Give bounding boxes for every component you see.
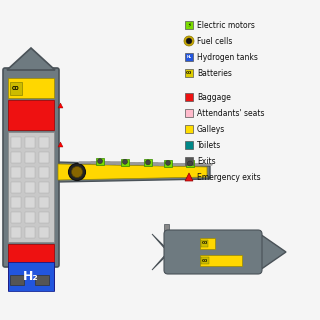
Bar [185,125,193,133]
Polygon shape [58,142,63,147]
Polygon shape [152,254,166,270]
Text: Batteries: Batteries [197,68,232,77]
Bar [201,240,208,247]
Bar [11,197,21,208]
Bar [200,255,242,266]
Bar [25,197,35,208]
Bar [164,160,172,167]
Text: Fuel cells: Fuel cells [197,36,232,45]
Text: Toilets: Toilets [197,140,221,149]
Bar [8,244,54,290]
Bar [11,152,21,163]
Bar [11,182,21,193]
Circle shape [71,166,83,178]
FancyBboxPatch shape [164,230,262,274]
FancyBboxPatch shape [3,68,59,267]
Circle shape [123,159,127,164]
Bar [96,158,104,165]
Text: Attendants' seats: Attendants' seats [197,108,265,117]
Text: Emergency exits: Emergency exits [197,172,260,181]
Text: Baggage: Baggage [197,92,231,101]
Bar [201,257,209,264]
Bar [10,275,24,285]
Bar [25,167,35,178]
Text: H₂: H₂ [23,270,39,283]
Bar [186,160,194,167]
Text: CO: CO [201,242,208,245]
Text: CO: CO [202,259,208,262]
Text: Galleys: Galleys [197,124,225,133]
Bar [39,152,49,163]
Bar [10,82,22,95]
Circle shape [146,160,150,165]
Polygon shape [56,162,210,182]
Bar [11,212,21,223]
Bar [185,93,193,101]
Bar [185,109,193,117]
Text: Exits: Exits [197,156,216,165]
Bar [11,227,21,238]
Polygon shape [7,48,55,70]
Bar [121,159,129,166]
Bar [39,182,49,193]
Circle shape [98,159,102,164]
Circle shape [165,160,171,165]
Bar [200,238,215,249]
Text: CO: CO [186,71,192,75]
Polygon shape [58,164,207,180]
Polygon shape [168,234,286,270]
Polygon shape [58,103,63,108]
Bar [185,141,193,149]
Bar [39,227,49,238]
Bar [8,78,54,98]
Bar [185,157,193,165]
Polygon shape [13,265,49,283]
Bar [8,262,54,291]
Circle shape [186,38,192,44]
Bar [185,69,193,77]
Bar [144,159,152,166]
Circle shape [188,161,193,166]
Text: H₂: H₂ [187,55,192,59]
Bar [8,100,54,130]
Bar [39,167,49,178]
Text: Electric motors: Electric motors [197,20,255,29]
Text: ⚡: ⚡ [187,22,191,28]
Bar [39,212,49,223]
Bar [39,137,49,148]
Text: CO: CO [12,85,20,91]
Bar [25,212,35,223]
Polygon shape [152,234,166,250]
Bar [35,275,49,285]
Bar [39,197,49,208]
Bar [11,137,21,148]
Bar [25,182,35,193]
Text: Hydrogen tanks: Hydrogen tanks [197,52,258,61]
Bar [164,224,169,254]
Bar [185,53,193,61]
Circle shape [184,36,194,46]
Bar [185,21,193,29]
Bar [8,132,54,242]
Polygon shape [185,173,193,181]
Circle shape [68,164,85,180]
Bar [25,227,35,238]
Bar [11,167,21,178]
Bar [25,137,35,148]
Bar [25,152,35,163]
